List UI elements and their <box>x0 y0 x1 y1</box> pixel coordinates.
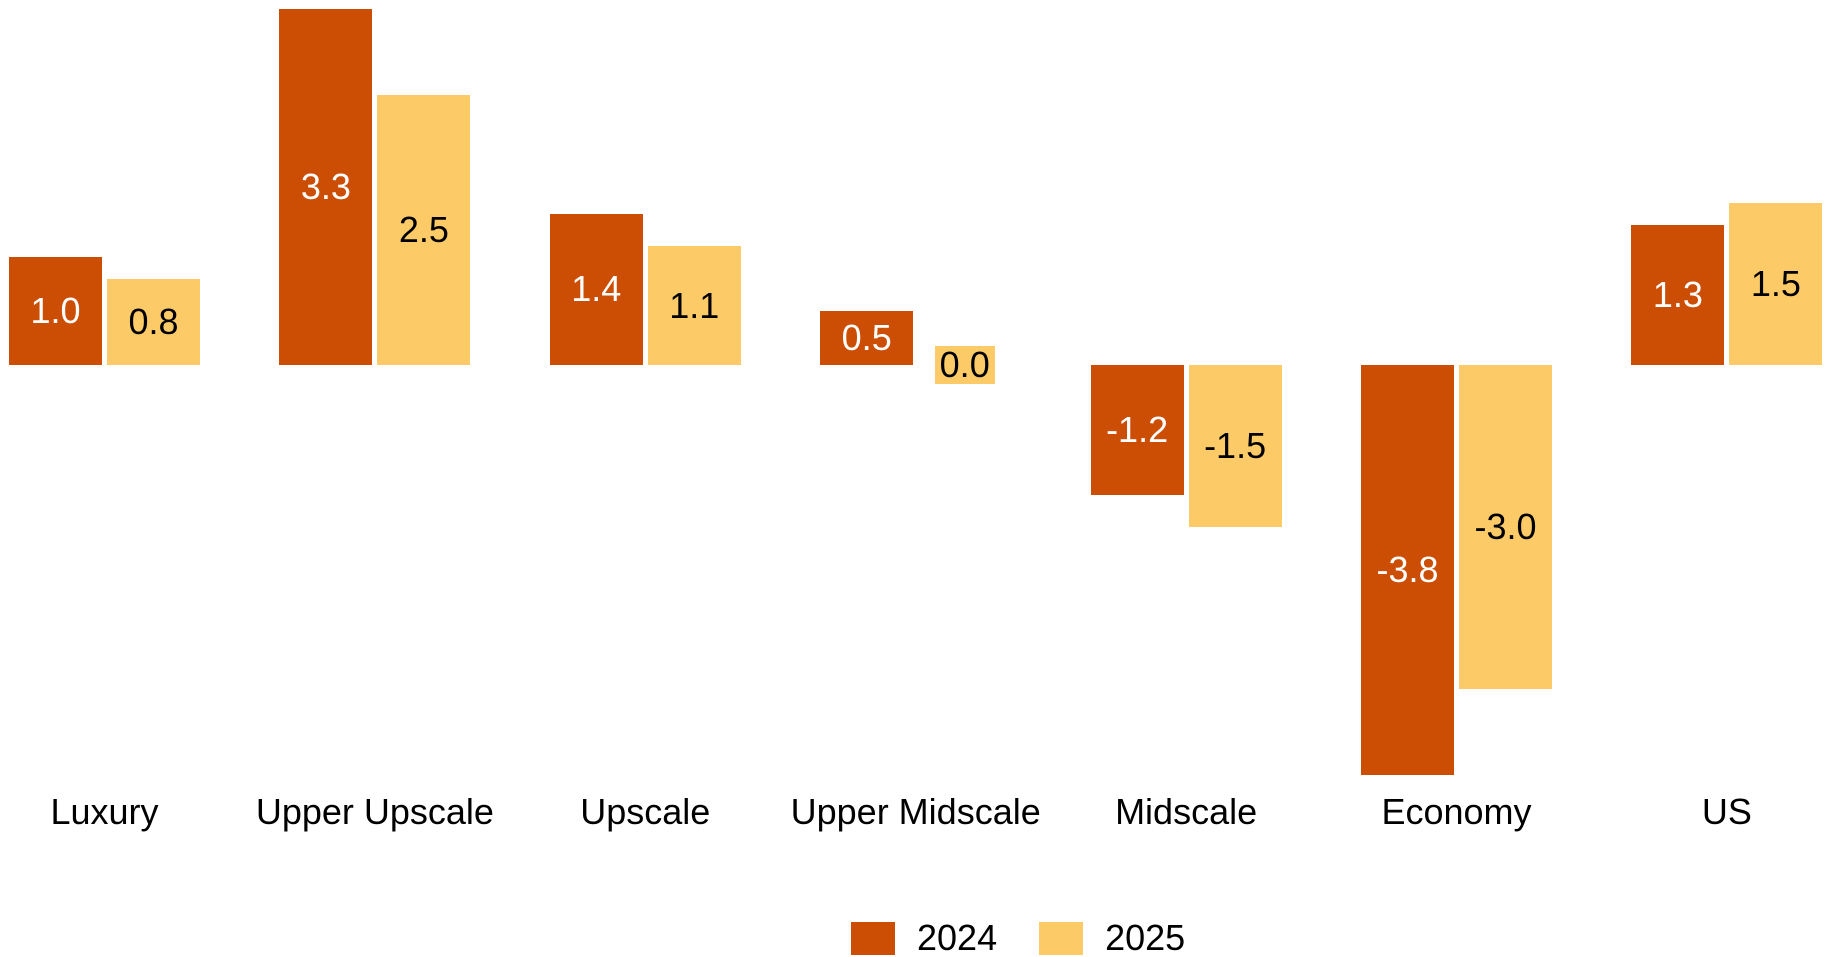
value-label-2024-economy: -3.8 <box>1371 551 1444 590</box>
category-label-midscale: Midscale <box>1115 791 1258 832</box>
value-label-2025-upper-midscale: 0.0 <box>934 346 995 384</box>
category-label-luxury: Luxury <box>50 791 159 832</box>
value-label-2025-luxury: 0.8 <box>123 302 184 341</box>
value-label-2025-upper-upscale: 2.5 <box>393 211 454 249</box>
value-label-2025-economy: -3.0 <box>1469 508 1542 546</box>
value-label-2024-upper-upscale: 3.3 <box>295 167 356 206</box>
legend-swatch-2024 <box>851 921 895 955</box>
legend-label-2025: 2025 <box>1105 917 1186 957</box>
category-label-economy: Economy <box>1381 791 1532 832</box>
legend: 2024 2025 <box>851 917 1185 957</box>
value-label-2024-upscale: 1.4 <box>566 270 627 309</box>
value-label-2024-upper-midscale: 0.5 <box>836 319 897 357</box>
category-label-upper-midscale: Upper Midscale <box>790 791 1041 832</box>
value-label-2025-upscale: 1.1 <box>664 286 725 325</box>
value-label-2025-us: 1.5 <box>1745 265 1806 303</box>
value-label-2024-luxury: 1.0 <box>25 292 86 330</box>
value-label-2024-us: 1.3 <box>1647 275 1708 314</box>
value-label-2024-midscale: -1.2 <box>1101 410 1174 449</box>
legend-label-2024: 2024 <box>917 917 998 957</box>
value-label-2025-midscale: -1.5 <box>1199 427 1272 465</box>
category-label-upscale: Upscale <box>580 791 711 832</box>
legend-swatch-2025 <box>1039 921 1084 955</box>
category-label-us: US <box>1701 791 1752 832</box>
category-label-upper-upscale: Upper Upscale <box>255 791 494 832</box>
